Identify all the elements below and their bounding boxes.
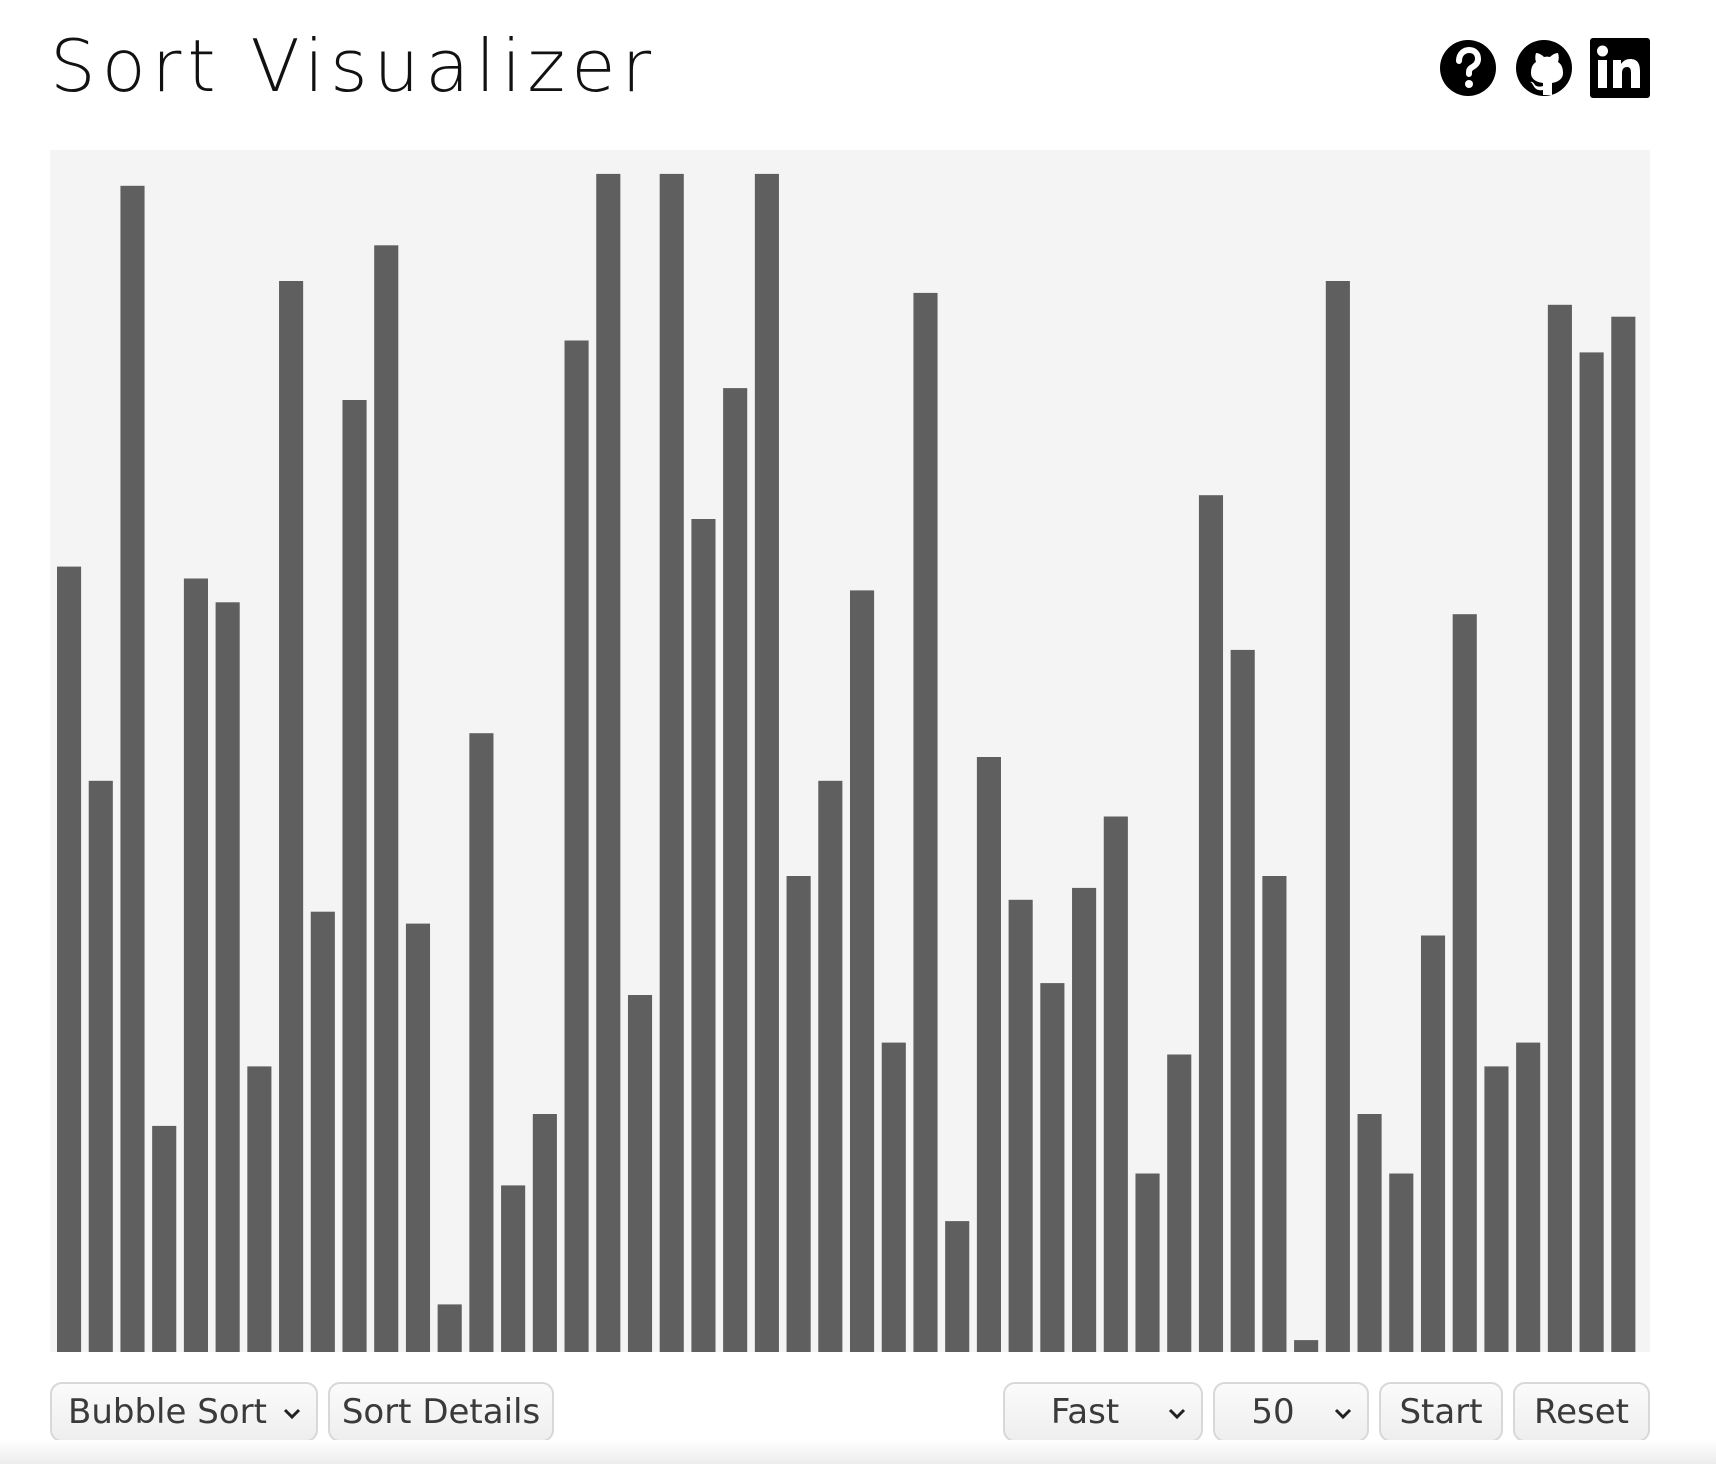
- chevron-down-icon: [1334, 1408, 1352, 1420]
- array-bar: [723, 388, 748, 1352]
- array-bar: [1040, 983, 1065, 1352]
- speed-select-value: Fast: [1050, 1392, 1120, 1432]
- array-bar: [1262, 876, 1287, 1352]
- array-bar: [754, 173, 779, 1352]
- bottom-edge: [0, 1440, 1716, 1464]
- array-size-select-value: 50: [1251, 1392, 1295, 1432]
- array-bar: [1230, 649, 1255, 1352]
- array-bar: [564, 340, 589, 1352]
- bars-chart: [57, 173, 1636, 1352]
- array-bar: [1484, 1066, 1509, 1352]
- algorithm-select-value: Bubble Sort: [68, 1392, 267, 1432]
- sort-details-button[interactable]: Sort Details: [328, 1382, 554, 1442]
- array-bar: [279, 281, 304, 1352]
- array-bar: [437, 1304, 462, 1352]
- algorithm-select[interactable]: Bubble Sort: [50, 1382, 318, 1442]
- array-bar: [659, 173, 684, 1352]
- header-icons: [1438, 38, 1650, 98]
- array-bar: [1420, 935, 1446, 1352]
- array-bar: [247, 1066, 272, 1352]
- array-bar: [374, 245, 399, 1352]
- sort-visualization-canvas: [50, 150, 1650, 1352]
- array-bar: [881, 1042, 906, 1352]
- array-bar: [183, 578, 208, 1352]
- array-bar: [469, 733, 494, 1352]
- array-bar: [1072, 887, 1097, 1352]
- array-bar: [1294, 1340, 1319, 1352]
- array-bar: [1357, 1114, 1382, 1352]
- array-bar: [1452, 614, 1477, 1352]
- array-bar: [501, 1185, 526, 1352]
- array-bar: [1516, 1042, 1541, 1352]
- array-bar: [1103, 816, 1128, 1352]
- array-bar: [310, 911, 335, 1352]
- array-bar: [945, 1221, 970, 1352]
- array-bar: [786, 876, 811, 1352]
- app-header: Sort Visualizer: [50, 22, 1650, 122]
- array-bar: [913, 292, 938, 1352]
- github-icon[interactable]: [1514, 38, 1574, 98]
- array-bar: [1198, 495, 1224, 1352]
- array-bar: [976, 757, 1001, 1352]
- chevron-down-icon: [283, 1408, 301, 1420]
- reset-button[interactable]: Reset: [1513, 1382, 1650, 1442]
- start-label: Start: [1399, 1392, 1483, 1432]
- array-bar: [1135, 1173, 1160, 1352]
- page-title: Sort Visualizer: [50, 24, 658, 108]
- array-size-select[interactable]: 50: [1213, 1382, 1369, 1442]
- array-bar: [532, 1114, 557, 1352]
- array-bar: [88, 780, 113, 1352]
- array-bar: [596, 173, 621, 1352]
- array-bar: [342, 400, 367, 1352]
- controls-bar: Bubble Sort Sort Details Fast 50 Start R…: [50, 1382, 1650, 1444]
- help-icon[interactable]: [1438, 38, 1498, 98]
- linkedin-icon[interactable]: [1590, 38, 1650, 98]
- array-bar: [818, 780, 843, 1352]
- array-bar: [691, 519, 716, 1352]
- array-bar: [627, 995, 653, 1352]
- array-bar: [1325, 281, 1350, 1352]
- array-bar: [57, 566, 82, 1352]
- sort-details-label: Sort Details: [341, 1392, 541, 1432]
- array-bar: [215, 602, 240, 1352]
- start-button[interactable]: Start: [1379, 1382, 1503, 1442]
- array-bar: [1167, 1054, 1192, 1352]
- array-bar: [1389, 1173, 1414, 1352]
- array-bar: [120, 185, 145, 1352]
- chevron-down-icon: [1168, 1408, 1186, 1420]
- reset-label: Reset: [1534, 1392, 1629, 1432]
- array-bar: [152, 1125, 177, 1352]
- array-bar: [1611, 316, 1636, 1352]
- array-bar: [1547, 304, 1572, 1352]
- array-bar: [1579, 352, 1604, 1352]
- array-bar: [1008, 899, 1033, 1352]
- array-bar: [850, 590, 875, 1352]
- array-bar: [405, 923, 431, 1352]
- speed-select[interactable]: Fast: [1003, 1382, 1203, 1442]
